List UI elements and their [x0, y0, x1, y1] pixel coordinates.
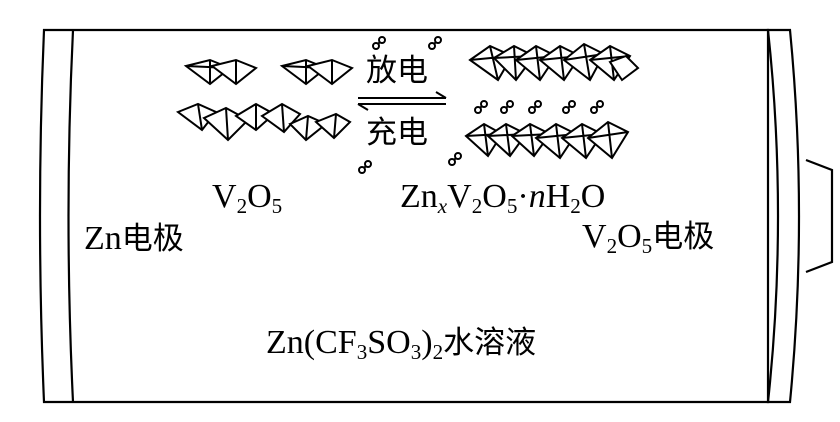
electrode-formula: Zn [84, 220, 122, 257]
v2o5-electrode-label: V2O5电极 [582, 218, 715, 257]
battery-outline [38, 28, 834, 404]
znxv2o5-upper-layer [468, 42, 640, 82]
formula-subscript: 2 [432, 339, 444, 364]
ion-particle [562, 100, 576, 114]
v2o5-upper-chain [183, 58, 354, 86]
v2o5-structure [175, 58, 354, 142]
formula-part: V [212, 178, 237, 215]
v2o5-electrode-plate [766, 28, 801, 404]
formula-subscript: 2 [471, 193, 483, 218]
formula-subscript: 3 [356, 339, 368, 364]
equilibrium-arrows [357, 91, 447, 111]
formula-subscript: 5 [506, 193, 518, 218]
formula-part: O [617, 218, 642, 255]
formula-part: V [447, 178, 472, 215]
formula-part: O [580, 178, 606, 215]
formula-subscript: 5 [271, 193, 283, 218]
v2o5-lower-chain [175, 102, 352, 142]
electrode-suffix: 电极 [652, 219, 715, 255]
formula-subscript: 3 [410, 339, 422, 364]
formula-part: SO [367, 324, 411, 361]
formula-part: H [545, 178, 571, 215]
ion-particle [474, 100, 488, 114]
ion-particle [448, 152, 462, 166]
formula-subscript: 5 [641, 233, 653, 258]
znxv2o5-structure [464, 42, 640, 160]
v2o5-label: V2O5 [212, 178, 282, 217]
formula-part: n [528, 178, 546, 215]
formula-part: Zn(CF [266, 324, 357, 361]
electrolyte-label: Zn(CF3SO3)2水溶液 [266, 324, 537, 363]
formula-part: O [482, 178, 507, 215]
ion-particle [528, 100, 542, 114]
formula-dot: · [517, 178, 529, 215]
charge-label: 充电 [366, 115, 428, 151]
znxv2o5-lower-layer [464, 120, 630, 160]
formula-subscript: 2 [606, 233, 618, 258]
ion-particle [372, 36, 386, 50]
zn-electrode-label: Zn电极 [84, 222, 184, 256]
discharge-label: 放电 [366, 53, 428, 89]
formula-part: ) [421, 324, 433, 361]
ion-particle [358, 160, 372, 174]
electrolyte-suffix: 水溶液 [443, 325, 537, 361]
formula-subscript: 2 [236, 193, 248, 218]
ion-particle [500, 100, 514, 114]
znxv2o5-label: ZnxV2O5·nH2O [400, 178, 606, 217]
zn-ion-particles [358, 36, 604, 174]
formula-part: Zn [400, 178, 438, 215]
discharge-arrow [358, 91, 447, 99]
formula-subscript: 2 [570, 193, 581, 218]
zn-electrode-plate [67, 29, 75, 403]
battery-terminal [805, 158, 834, 274]
formula-part: O [247, 178, 272, 215]
electrode-suffix: 电极 [121, 221, 184, 257]
formula-part: V [582, 218, 607, 255]
formula-subscript: x [437, 193, 448, 218]
ion-particle [428, 36, 442, 50]
charge-arrow [357, 103, 446, 111]
ion-particle [590, 100, 604, 114]
